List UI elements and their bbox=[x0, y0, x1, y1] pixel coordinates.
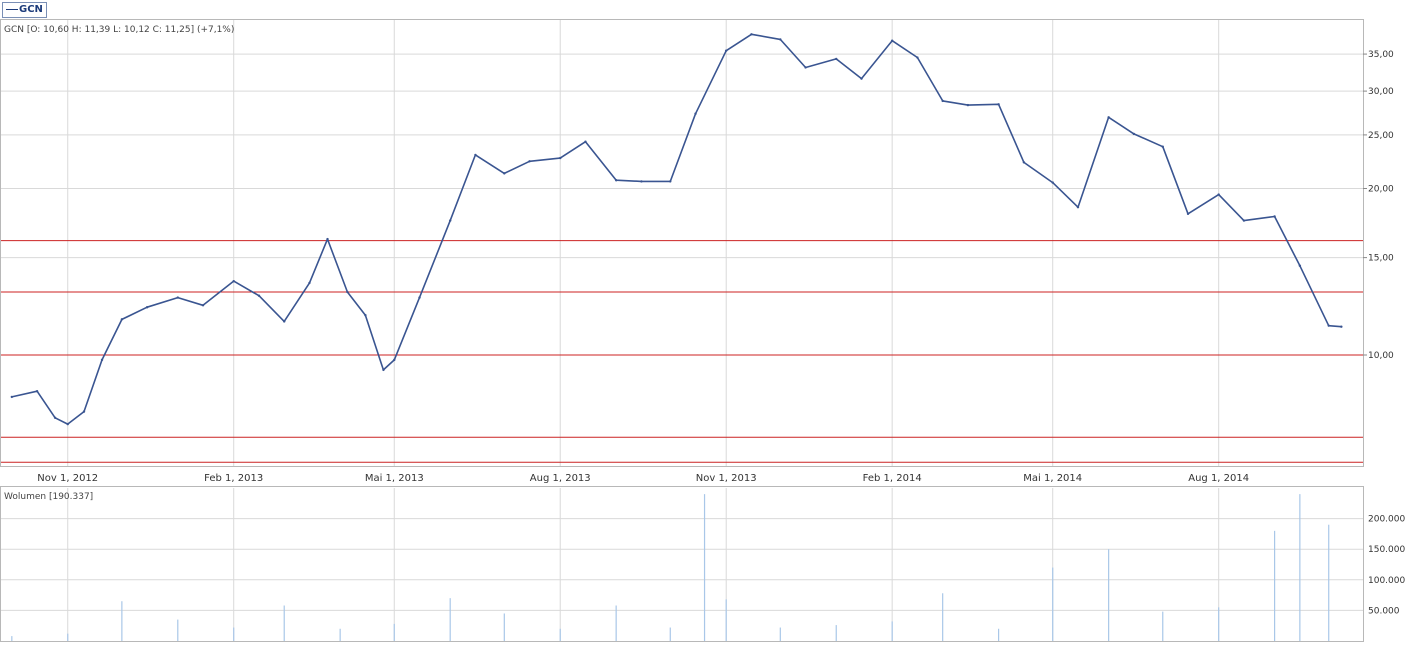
price-point bbox=[1340, 325, 1343, 328]
price-point bbox=[145, 306, 149, 309]
price-point bbox=[669, 180, 672, 183]
price-point bbox=[66, 422, 69, 426]
price-point bbox=[474, 153, 477, 157]
price-point bbox=[448, 219, 452, 222]
price-point bbox=[283, 320, 286, 323]
price-point bbox=[860, 77, 863, 80]
price-point bbox=[559, 156, 562, 160]
price-point bbox=[257, 294, 261, 297]
series-legend[interactable]: GCN bbox=[2, 2, 47, 18]
x-tick-label: Mai 1, 2013 bbox=[365, 473, 424, 484]
x-tick-label: Mai 1, 2014 bbox=[1023, 473, 1082, 484]
price-point bbox=[1186, 212, 1190, 216]
price-point bbox=[201, 304, 205, 307]
price-point bbox=[1298, 264, 1302, 267]
price-point bbox=[916, 56, 919, 59]
volume-label: Wolumen [190.337] bbox=[4, 492, 93, 502]
price-point bbox=[779, 38, 782, 41]
legend-symbol: GCN bbox=[19, 4, 43, 15]
price-point bbox=[1242, 219, 1246, 222]
price-point bbox=[1327, 324, 1330, 327]
price-point bbox=[393, 358, 396, 362]
price-y-tick-label: 30,00 bbox=[1368, 87, 1394, 97]
price-point bbox=[364, 314, 367, 317]
price-point bbox=[528, 160, 531, 163]
price-y-tick-label: 15,00 bbox=[1368, 254, 1394, 264]
price-point bbox=[1273, 215, 1276, 218]
volume-y-tick-label: 50.000 bbox=[1368, 606, 1400, 616]
price-point bbox=[1051, 181, 1054, 184]
price-point bbox=[724, 49, 728, 52]
volume-panel-frame bbox=[0, 486, 1364, 642]
price-point bbox=[35, 390, 39, 393]
price-point bbox=[176, 296, 179, 299]
price-point bbox=[10, 395, 14, 399]
price-panel-frame bbox=[0, 19, 1364, 467]
price-point bbox=[308, 281, 311, 285]
volume-y-tick-label: 150.000 bbox=[1368, 545, 1405, 555]
price-point bbox=[750, 33, 753, 36]
price-series-line bbox=[11, 33, 1342, 425]
price-point bbox=[82, 410, 86, 413]
price-point bbox=[614, 179, 618, 182]
price-y-tick-label: 10,00 bbox=[1368, 351, 1394, 361]
price-point bbox=[694, 112, 697, 115]
price-point bbox=[1076, 206, 1080, 209]
price-y-tick-label: 35,00 bbox=[1368, 50, 1394, 60]
price-point bbox=[966, 103, 970, 107]
price-point bbox=[53, 416, 57, 419]
price-point bbox=[418, 296, 421, 299]
price-point bbox=[100, 358, 104, 362]
price-point bbox=[232, 279, 235, 283]
volume-y-tick-label: 100.000 bbox=[1368, 576, 1405, 586]
x-tick-label: Feb 1, 2013 bbox=[204, 473, 263, 484]
price-point bbox=[503, 172, 506, 175]
x-tick-label: Nov 1, 2013 bbox=[696, 473, 757, 484]
price-point bbox=[346, 290, 349, 294]
price-point bbox=[890, 39, 894, 42]
price-point bbox=[1217, 193, 1220, 196]
x-tick-label: Feb 1, 2014 bbox=[863, 473, 922, 484]
price-point bbox=[326, 237, 329, 241]
price-point bbox=[382, 368, 385, 372]
price-point bbox=[1107, 116, 1110, 119]
legend-line-icon bbox=[6, 8, 18, 10]
price-point bbox=[835, 57, 838, 61]
price-point bbox=[804, 66, 807, 69]
price-point bbox=[1132, 132, 1136, 136]
price-point bbox=[941, 99, 944, 103]
price-y-tick-label: 25,00 bbox=[1368, 131, 1394, 141]
price-point bbox=[1022, 161, 1026, 164]
ohlc-label: GCN [O: 10,60 H: 11,39 L: 10,12 C: 11,25… bbox=[4, 25, 234, 35]
x-tick-label: Aug 1, 2013 bbox=[530, 473, 591, 484]
x-tick-label: Nov 1, 2012 bbox=[37, 473, 98, 484]
price-point bbox=[1161, 145, 1164, 148]
price-point bbox=[584, 140, 587, 143]
price-point bbox=[120, 318, 124, 321]
price-y-tick-label: 20,00 bbox=[1368, 185, 1394, 195]
price-point bbox=[997, 103, 1000, 106]
volume-y-tick-label: 200.000 bbox=[1368, 515, 1405, 525]
price-point bbox=[640, 180, 643, 183]
x-tick-label: Aug 1, 2014 bbox=[1188, 473, 1249, 484]
